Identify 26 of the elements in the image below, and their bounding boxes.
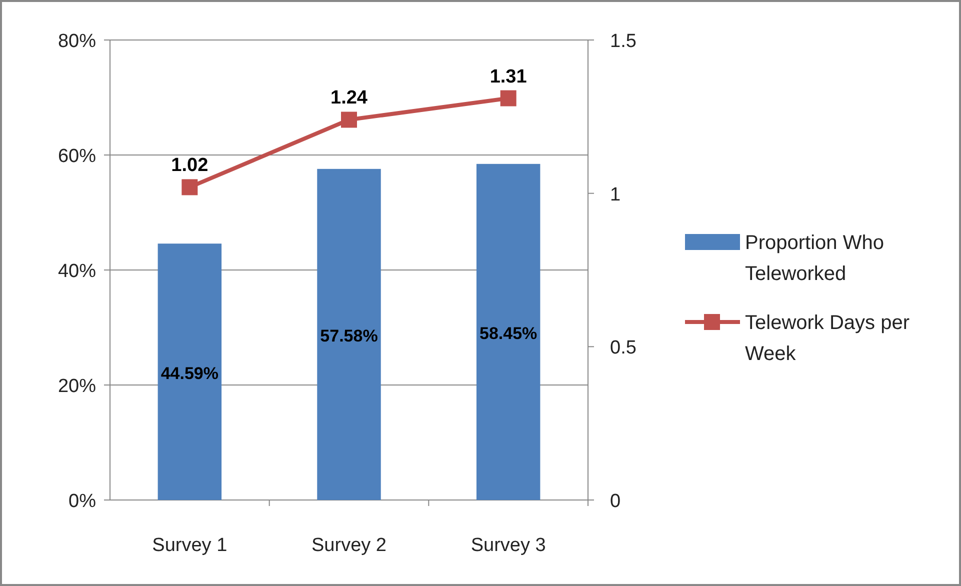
x-tick-label: Survey 1 <box>152 535 228 556</box>
y-tick-label: 0% <box>68 491 96 512</box>
y-tick-label: 60% <box>58 146 96 167</box>
bar <box>476 164 540 500</box>
bar <box>317 168 381 500</box>
y-tick-label: 40% <box>58 261 96 282</box>
y2-tick-label: 0.5 <box>610 338 636 359</box>
x-tick-label: Survey 2 <box>312 535 386 556</box>
point <box>341 112 357 128</box>
legend-label: Telework Days per Week <box>745 312 910 365</box>
data-label: 1.02 <box>171 155 208 176</box>
y2-tick-label: 1 <box>610 184 621 206</box>
data-label: 58.45% <box>479 324 538 343</box>
y-tick-label: 20% <box>58 376 96 397</box>
x-tick-label: Survey 3 <box>470 535 546 556</box>
bar <box>158 244 222 500</box>
y2-tick-label: 1.5 <box>610 31 636 52</box>
data-label: 57.58% <box>320 326 378 346</box>
point <box>182 179 198 196</box>
data-label: 1.31 <box>490 66 528 88</box>
legend-label: Proportion Who Teleworked <box>745 232 884 285</box>
point <box>500 90 516 106</box>
data-label: 1.24 <box>330 88 368 109</box>
data-label: 44.59% <box>160 364 219 383</box>
y2-tick-label: 0 <box>610 491 621 512</box>
y-tick-label: 80% <box>58 31 96 52</box>
